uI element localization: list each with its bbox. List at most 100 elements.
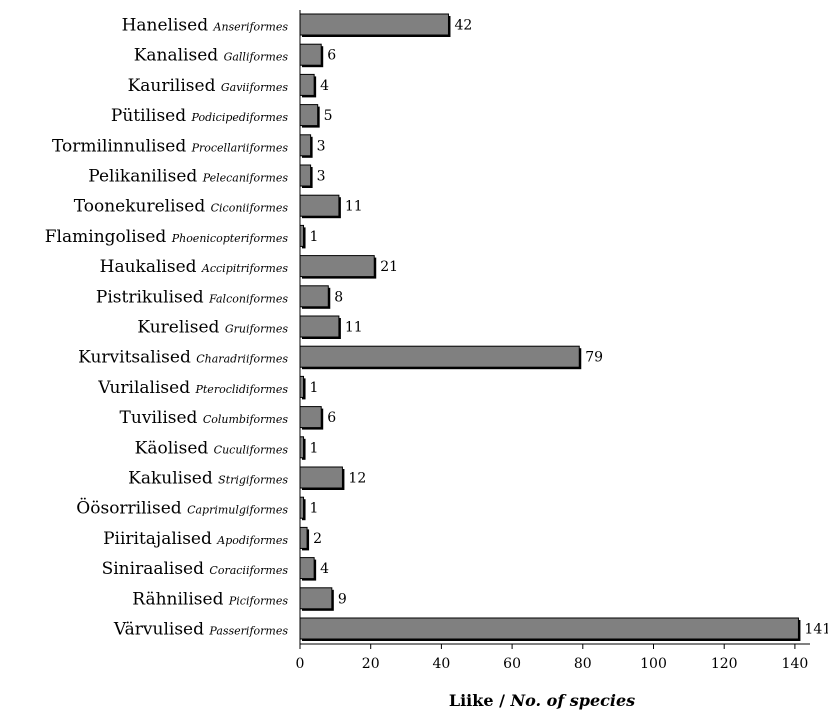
data-label: 11 (345, 320, 363, 336)
category-name: Kurelised (137, 318, 224, 338)
category-name: Hanelised (122, 16, 214, 36)
category-labels: Hanelised Anseriformes Kanalised Gallifor… (45, 16, 289, 640)
category-name: Tormilinnulised (52, 136, 192, 156)
category-label: Siniraalised Coraciiformes (102, 559, 289, 579)
category-name: Kurvitsalised (78, 348, 196, 368)
category-latin: Phoenicopteriformes (171, 232, 289, 245)
category-latin: Gaviiformes (221, 81, 288, 94)
category-name: Käolised (135, 438, 214, 458)
category-name: Pistrikulised (96, 287, 209, 307)
category-name: Kakulised (128, 469, 218, 489)
data-label: 79 (585, 350, 603, 366)
data-label: 3 (317, 138, 326, 154)
bar (299, 557, 315, 580)
bar (299, 164, 312, 187)
bar (299, 73, 315, 96)
category-name: Rähnilised (132, 589, 229, 609)
category-name: Flamingolised (45, 227, 172, 247)
x-axis-label: Liike / No. of species (449, 691, 635, 710)
data-label: 21 (380, 259, 398, 275)
data-label: 8 (334, 289, 343, 305)
x-tick-label: 0 (296, 656, 305, 672)
category-label: Kurelised Gruiformes (137, 318, 288, 338)
bar (299, 285, 329, 308)
bar (299, 406, 322, 429)
category-label: Tuvilised Columbiformes (120, 408, 289, 428)
category-latin: Apodiformes (216, 534, 288, 547)
category-latin: Anseriformes (213, 21, 289, 34)
category-latin: Pteroclidiformes (194, 383, 288, 396)
bar (299, 104, 319, 127)
bar (299, 617, 799, 640)
x-tick-label: 20 (362, 656, 380, 672)
category-latin: Gruiformes (225, 323, 289, 336)
category-latin: Strigiformes (218, 474, 288, 487)
category-name: Tuvilised (120, 408, 203, 428)
bar (299, 496, 305, 519)
category-label: Hanelised Anseriformes (122, 16, 289, 36)
x-tick-label: 60 (503, 656, 521, 672)
data-label: 1 (310, 440, 319, 456)
category-latin: Falconiformes (208, 292, 288, 305)
x-axis-label-italic: No. of species (509, 691, 635, 710)
category-label: Tormilinnulised Procellariiformes (52, 136, 288, 156)
category-name: Toonekurelised (74, 197, 211, 217)
bar (299, 526, 308, 549)
bar (299, 13, 449, 36)
bar (299, 43, 322, 66)
data-label: 2 (313, 531, 322, 547)
category-name: Piiritajalised (103, 529, 217, 549)
data-label: 12 (348, 471, 366, 487)
category-latin: Procellariiformes (191, 141, 289, 154)
category-latin: Coraciiformes (209, 564, 288, 577)
category-latin: Podicipediformes (191, 111, 289, 124)
category-name: Värvulised (113, 620, 209, 640)
data-label: 6 (327, 410, 336, 426)
x-tick-label: 40 (432, 656, 450, 672)
data-label: 6 (327, 48, 336, 64)
bar (299, 194, 340, 217)
category-label: Kanalised Galliformes (134, 46, 289, 66)
data-label: 42 (454, 18, 472, 34)
category-latin: Piciformes (228, 594, 288, 607)
category-name: Kanalised (134, 46, 224, 66)
category-label: Haukalised Accipitriformes (100, 257, 289, 277)
category-label: Kakulised Strigiformes (128, 469, 288, 489)
data-label: 1 (310, 229, 319, 245)
bar (299, 224, 305, 247)
bars (299, 13, 801, 641)
data-label: 141 (804, 622, 828, 638)
category-label: Flamingolised Phoenicopteriformes (45, 227, 289, 247)
bar (299, 436, 305, 459)
category-label: Värvulised Passeriformes (113, 620, 288, 640)
category-label: Kaurilised Gaviiformes (128, 76, 289, 96)
category-name: Pütilised (111, 106, 192, 126)
category-label: Rähnilised Piciformes (132, 589, 288, 609)
bar (299, 134, 312, 157)
data-label: 4 (320, 561, 329, 577)
category-latin: Charadriiformes (196, 353, 288, 366)
category-label: Pütilised Podicipediformes (111, 106, 288, 126)
x-axis-label-main: Liike / (449, 691, 511, 710)
category-latin: Passeriformes (208, 625, 288, 638)
category-latin: Cuculiformes (214, 443, 289, 456)
category-latin: Ciconiiformes (211, 202, 289, 215)
data-label: 5 (324, 108, 333, 124)
x-axis: 0 20 40 60 80 100 120 140 (296, 10, 810, 672)
category-label: Vurilalised Pteroclidiformes (97, 378, 288, 398)
bar (299, 466, 343, 489)
category-name: Haukalised (100, 257, 202, 277)
category-latin: Galliformes (224, 51, 289, 64)
bar (299, 255, 375, 278)
bar (299, 587, 333, 610)
data-label: 1 (310, 380, 319, 396)
category-label: Piiritajalised Apodiformes (103, 529, 288, 549)
data-label: 9 (338, 591, 347, 607)
x-tick-label: 120 (711, 656, 738, 672)
category-label: Pistrikulised Falconiformes (96, 287, 288, 307)
bar (299, 315, 340, 338)
category-name: Pelikanilised (88, 167, 202, 187)
category-latin: Pelecaniformes (202, 172, 289, 185)
data-label: 11 (345, 199, 363, 215)
